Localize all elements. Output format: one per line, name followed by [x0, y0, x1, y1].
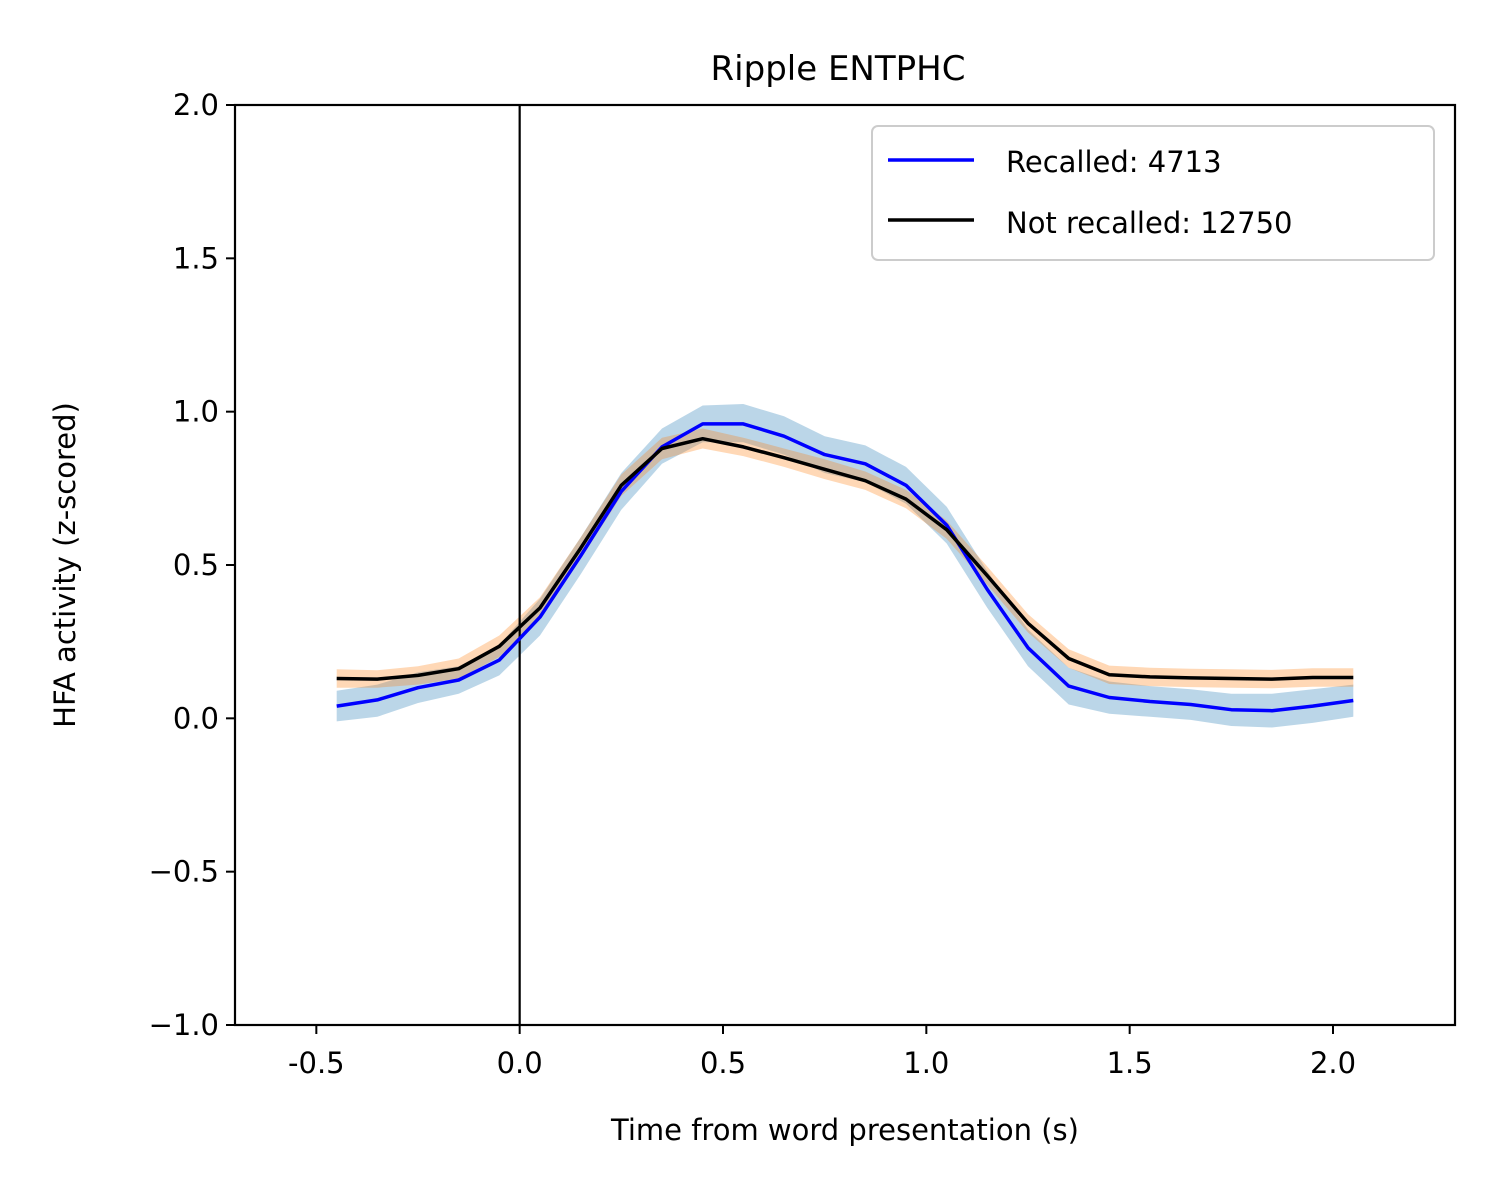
y-tick-label: 1.5 — [173, 241, 219, 275]
legend-label-not-recalled: Not recalled: 12750 — [1006, 206, 1292, 240]
series-line-0 — [336, 422, 1354, 713]
legend-label-recalled: Recalled: 4713 — [1006, 145, 1222, 179]
x-tick-label: 0.0 — [497, 1046, 543, 1080]
x-axis-ticks: -0.5 0.0 0.5 1.0 1.5 2.0 — [288, 1025, 1356, 1080]
y-tick-label: −1.0 — [149, 1008, 219, 1042]
series-band-1 — [336, 428, 1354, 689]
y-tick-label: 1.0 — [173, 395, 219, 429]
x-tick-label: -0.5 — [288, 1046, 345, 1080]
y-axis-ticks: −1.0 −0.5 0.0 0.5 1.0 1.5 2.0 — [149, 88, 235, 1042]
chart-title: Ripple ENTPHC — [711, 49, 966, 89]
series-lines — [336, 422, 1354, 713]
x-axis-label: Time from word presentation (s) — [610, 1113, 1079, 1147]
legend: Recalled: 4713 Not recalled: 12750 — [871, 125, 1435, 261]
y-tick-label: −0.5 — [149, 855, 219, 889]
series-band-0 — [336, 404, 1354, 728]
y-tick-label: 2.0 — [173, 88, 219, 122]
x-tick-label: 1.0 — [903, 1046, 949, 1080]
confidence-bands — [336, 404, 1354, 728]
x-tick-label: 2.0 — [1310, 1046, 1356, 1080]
x-tick-label: 0.5 — [700, 1046, 746, 1080]
y-tick-label: 0.0 — [173, 701, 219, 735]
y-tick-label: 0.5 — [173, 548, 219, 582]
x-tick-label: 1.5 — [1107, 1046, 1153, 1080]
legend-box — [871, 125, 1435, 261]
series-line-1 — [336, 436, 1354, 681]
y-axis-label: HFA activity (z-scored) — [48, 402, 82, 728]
